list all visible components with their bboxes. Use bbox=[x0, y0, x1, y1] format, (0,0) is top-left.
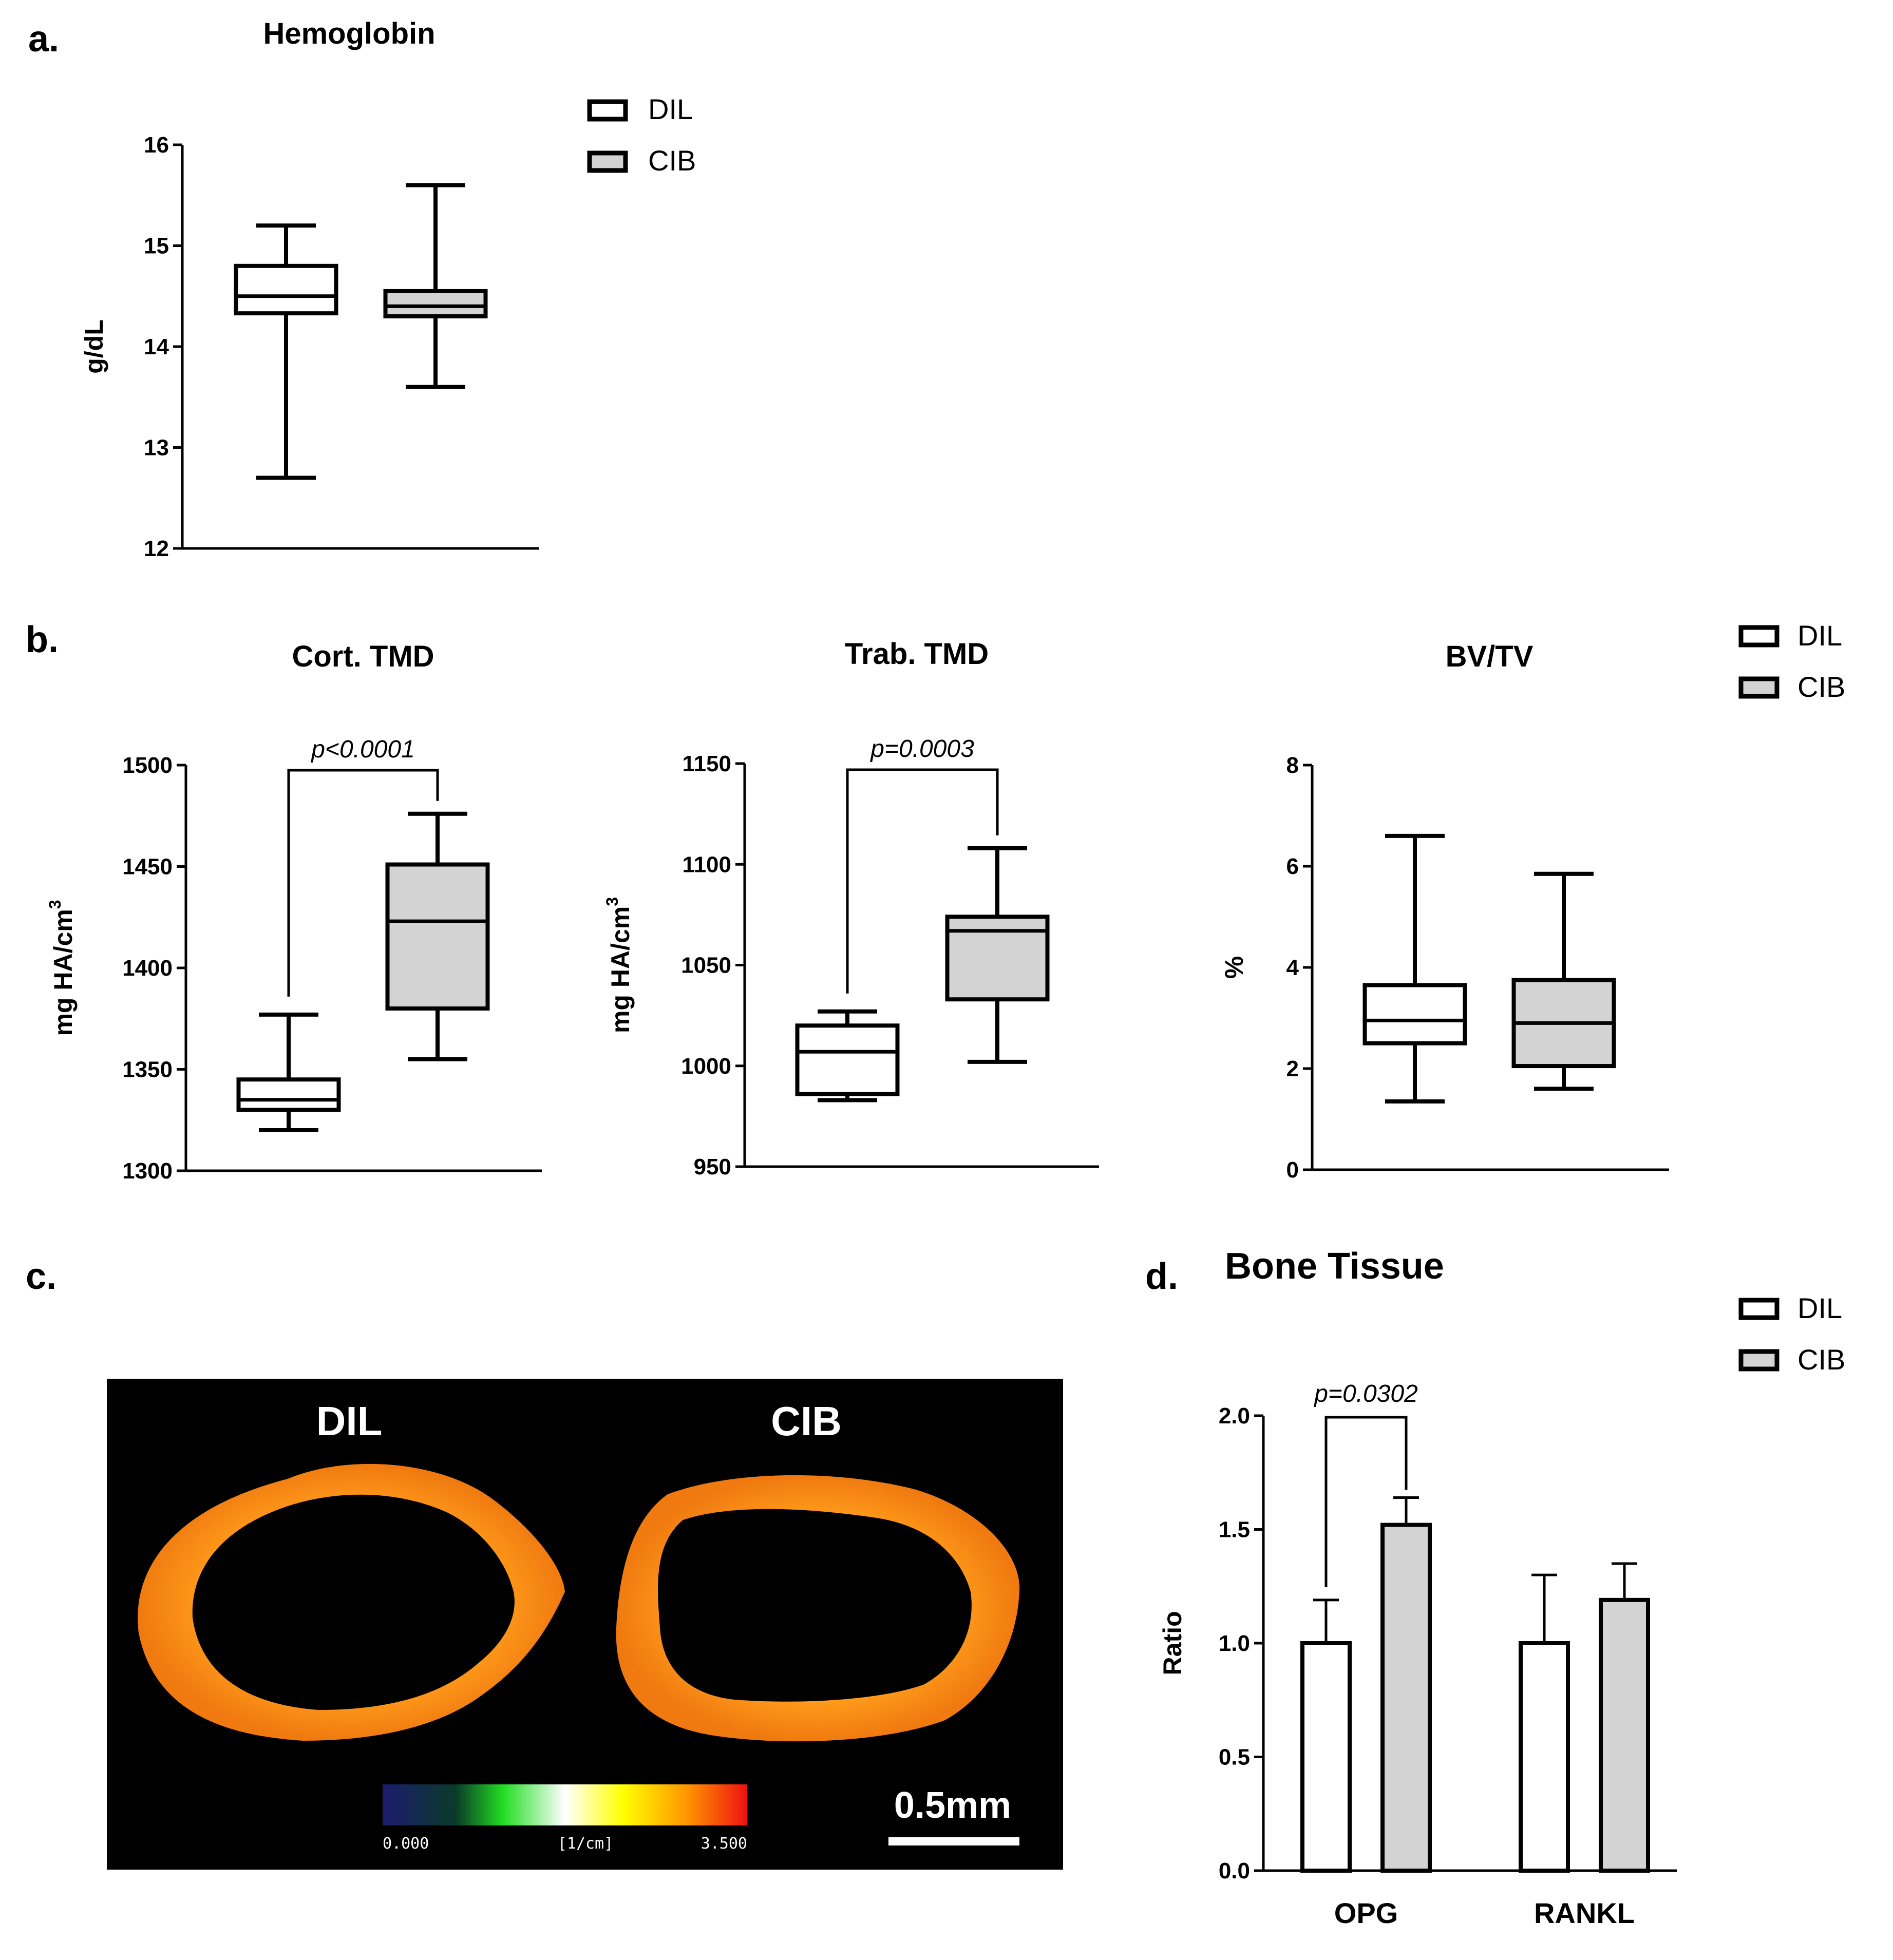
trab_tmd-significance-bracket bbox=[846, 768, 999, 994]
hemoglobin-tick-label: 13 bbox=[144, 435, 169, 461]
legend-a-dil-label: DIL bbox=[648, 93, 693, 125]
trab_tmd-tick-label: 950 bbox=[694, 1154, 731, 1179]
legend-d-cib-swatch bbox=[1738, 1349, 1780, 1372]
legend-b-dil-label: DIL bbox=[1797, 619, 1842, 652]
legend-d-cib-label: CIB bbox=[1797, 1343, 1845, 1376]
hemoglobin-tick-label: 16 bbox=[144, 132, 169, 158]
cort_tmd-tick-label: 1450 bbox=[122, 854, 173, 880]
hemoglobin-title: Hemoglobin bbox=[263, 17, 435, 50]
legend-a-cib-swatch bbox=[587, 150, 628, 173]
bone-tissue-tick-label: 1.0 bbox=[1219, 1631, 1250, 1656]
legend-a: DIL CIB bbox=[587, 93, 696, 177]
hemoglobin-y-label: g/dL bbox=[80, 319, 108, 374]
legend-b-cib-swatch bbox=[1738, 676, 1780, 699]
cort_tmd-tick-label: 1400 bbox=[122, 956, 173, 981]
legend-d-dil-label: DIL bbox=[1797, 1292, 1842, 1324]
bone-tissue-category-rankl: RANKL bbox=[1534, 1897, 1635, 1929]
colorbar-min-label: 0.000 bbox=[383, 1835, 429, 1853]
trab_tmd-y-label: mg HA/cm3 bbox=[603, 897, 635, 1033]
cort-tmd-chart: Cort. TMD 1300 1350 1400 1450 1500 mg HA/cm3 p<… bbox=[46, 640, 542, 1184]
cort_tmd-cib-box bbox=[385, 862, 490, 1011]
bv_tv-y-label: % bbox=[1220, 956, 1248, 979]
bone-tissue-p-value: p=0.0302 bbox=[1313, 1380, 1418, 1407]
cort_tmd-p-value: p<0.0001 bbox=[310, 736, 415, 763]
colorbar-unit-label: [1/cm] bbox=[558, 1835, 613, 1853]
hemoglobin-tick-label: 15 bbox=[144, 234, 169, 259]
trab_tmd-p-value: p=0.0003 bbox=[869, 735, 974, 763]
bone-ring-cib bbox=[616, 1475, 1020, 1742]
trab_tmd-y-label-superscript: 3 bbox=[603, 897, 621, 906]
trab_tmd-y-label-text: mg HA/cm bbox=[606, 906, 635, 1033]
bone-tissue-rankl-cib-bar bbox=[1599, 1597, 1650, 1873]
bv_tv-y-label-text: % bbox=[1220, 956, 1248, 979]
bv_tv-tick-label: 8 bbox=[1286, 753, 1299, 778]
legend-b-cib-label: CIB bbox=[1797, 671, 1845, 703]
panel-letter-c: c. bbox=[26, 1256, 56, 1297]
bone-tissue-category-opg: OPG bbox=[1334, 1897, 1398, 1929]
bone-tissue-tick-label: 2.0 bbox=[1219, 1403, 1250, 1429]
cort_tmd-y-label-text: mg HA/cm bbox=[49, 909, 78, 1036]
bv_tv-tick-label: 0 bbox=[1286, 1157, 1299, 1183]
legend-a-dil-swatch bbox=[587, 99, 628, 122]
trab_tmd-tick-label: 1150 bbox=[683, 751, 731, 776]
image-label-cib: CIB bbox=[771, 1398, 842, 1444]
panel-letter-b: b. bbox=[26, 619, 59, 660]
hemoglobin-tick-label: 12 bbox=[144, 536, 169, 561]
trab_tmd-tick-label: 1050 bbox=[681, 953, 731, 978]
legend-b-dil-swatch bbox=[1738, 625, 1780, 648]
hemoglobin-dil-box bbox=[234, 263, 338, 316]
bone-tissue-opg-dil-bar bbox=[1300, 1641, 1352, 1873]
bone-tissue-y-label: Ratio bbox=[1158, 1611, 1187, 1676]
bv_tv-title: BV/TV bbox=[1446, 640, 1534, 673]
cort_tmd-y-label-superscript: 3 bbox=[46, 900, 64, 909]
bone-tissue-opg-cib-bar bbox=[1380, 1523, 1432, 1873]
panel-letter-d: d. bbox=[1145, 1256, 1178, 1297]
bone-tissue-chart: Bone Tissue 0.0 0.5 1.0 1.5 2.0 Ratio OPG RANKL p… bbox=[1158, 1246, 1677, 1929]
cort_tmd-tick-label: 1300 bbox=[122, 1158, 173, 1184]
trab_tmd-tick-label: 1100 bbox=[683, 852, 731, 877]
bone-tissue-significance-bracket bbox=[1324, 1416, 1408, 1587]
trab_tmd-tick-label: 1000 bbox=[681, 1054, 731, 1079]
bv_tv-tick-label: 6 bbox=[1286, 854, 1299, 879]
scale-bar bbox=[888, 1837, 1019, 1845]
bone-tissue-rankl-dil-bar bbox=[1519, 1641, 1570, 1873]
bone-tissue-tick-label: 1.5 bbox=[1219, 1517, 1250, 1543]
cort_tmd-significance-bracket bbox=[287, 769, 439, 997]
image-label-dil: DIL bbox=[316, 1398, 383, 1444]
legend-d: DIL CIB bbox=[1738, 1292, 1845, 1376]
legend-a-cib-label: CIB bbox=[648, 144, 696, 177]
legend-d-dil-swatch bbox=[1738, 1298, 1780, 1320]
colorbar bbox=[383, 1784, 747, 1825]
hemoglobin-cib-box bbox=[383, 289, 488, 319]
cort_tmd-tick-label: 1350 bbox=[122, 1057, 173, 1082]
cort_tmd-tick-label: 1500 bbox=[122, 753, 173, 778]
bv_tv-tick-label: 4 bbox=[1286, 955, 1299, 980]
legend-b: DIL CIB bbox=[1738, 619, 1845, 703]
cort_tmd-dil-box bbox=[236, 1077, 341, 1112]
panel-letter-a: a. bbox=[28, 18, 59, 60]
bone-tissue-tick-label: 0.0 bbox=[1219, 1858, 1250, 1883]
bone-tissue-title: Bone Tissue bbox=[1225, 1246, 1444, 1287]
hemoglobin-chart: Hemoglobin 12 13 14 15 16 g/dL bbox=[80, 17, 539, 561]
bv_tv-tick-label: 2 bbox=[1286, 1056, 1299, 1081]
trab_tmd-title: Trab. TMD bbox=[845, 637, 989, 671]
trab_tmd-dil-box bbox=[795, 1023, 900, 1096]
bv-tv-chart: BV/TV 0 2 4 6 8% bbox=[1220, 640, 1669, 1183]
hemoglobin-tick-label: 14 bbox=[144, 334, 169, 359]
cort_tmd-title: Cort. TMD bbox=[292, 640, 434, 673]
trab-tmd-chart: Trab. TMD 950 1000 1050 1100 1150 mg HA/cm3 p=0… bbox=[603, 637, 1099, 1179]
hemoglobin-y-label-text: g/dL bbox=[80, 319, 108, 374]
colorbar-max-label: 3.500 bbox=[701, 1835, 747, 1853]
bv_tv-dil-box bbox=[1362, 983, 1467, 1045]
bone-tissue-tick-label: 0.5 bbox=[1219, 1745, 1250, 1770]
cort_tmd-y-label: mg HA/cm3 bbox=[46, 900, 78, 1036]
microct-image: DIL CIB 0.000 [1/cm] 3.500 0.5mm bbox=[107, 1379, 1063, 1870]
scale-bar-label: 0.5mm bbox=[894, 1785, 1011, 1826]
